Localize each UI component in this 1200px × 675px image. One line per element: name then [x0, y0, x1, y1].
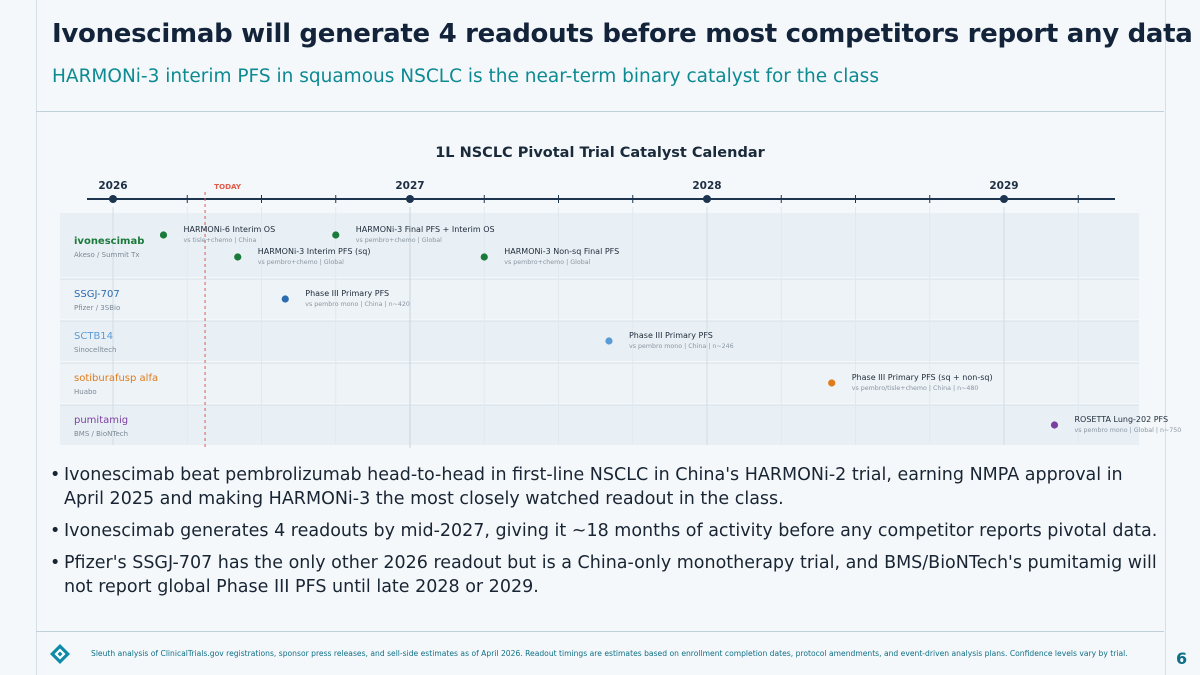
row-drug-label: SSGJ-707 — [74, 289, 120, 300]
year-marker — [1000, 195, 1008, 203]
event-marker — [605, 337, 613, 345]
bullet-item: • Ivonescimab generates 4 readouts by mi… — [50, 519, 1160, 543]
row-band — [60, 213, 1139, 277]
event-detail-label: vs pembro+chemo | Global — [258, 259, 344, 266]
event-marker — [159, 231, 168, 239]
event-detail-label: vs pembro mono | Global | n~750 — [1074, 427, 1181, 434]
bullet-text: Ivonescimab generates 4 readouts by mid-… — [64, 521, 1158, 541]
event-detail-label: vs pembro/tisle+chemo | China | n~480 — [852, 385, 979, 392]
event-title-label: Phase III Primary PFS — [305, 289, 389, 298]
year-tick-label: 2026 — [98, 180, 127, 192]
event-title-label: Phase III Primary PFS — [629, 331, 713, 340]
event-title-label: HARMONi-3 Final PFS + Interim OS — [356, 225, 495, 234]
event-title-label: HARMONi-3 Non-sq Final PFS — [504, 247, 619, 256]
row-band — [60, 405, 1139, 445]
event-marker — [281, 295, 289, 303]
event-marker — [480, 253, 488, 261]
row-band — [60, 321, 1139, 361]
row-band — [60, 363, 1139, 403]
event-marker — [828, 379, 836, 387]
event-marker — [234, 253, 242, 261]
year-tick-label: 2028 — [692, 180, 721, 192]
page-subtitle: HARMONi-3 interim PFS in squamous NSCLC … — [52, 66, 879, 87]
slide-frame — [36, 0, 1166, 675]
event-detail-label: vs pembro mono | China | n~246 — [629, 343, 734, 350]
bullet-list: • Ivonescimab beat pembrolizumab head-to… — [50, 463, 1160, 607]
footer-divider — [36, 631, 1164, 632]
bullet-item: • Ivonescimab beat pembrolizumab head-to… — [50, 463, 1160, 511]
row-drug-label: pumitamig — [74, 415, 128, 426]
event-title-label: Phase III Primary PFS (sq + non-sq) — [852, 373, 993, 382]
row-drug-label: sotiburafusp alfa — [74, 373, 158, 384]
bullet-glyph: • — [50, 553, 61, 573]
row-sponsor-label: Sinocelltech — [74, 346, 117, 354]
event-detail-label: vs pembro+chemo | Global — [356, 237, 442, 244]
footer-source-note: Sleuth analysis of ClinicalTrials.gov re… — [91, 649, 1128, 658]
event-title-label: HARMONi-6 Interim OS — [183, 225, 275, 234]
event-title-label: HARMONi-3 Interim PFS (sq) — [258, 247, 371, 256]
row-band — [60, 279, 1139, 319]
bullet-text: Ivonescimab beat pembrolizumab head-to-h… — [64, 465, 1123, 509]
today-label: TODAY — [214, 182, 242, 191]
year-marker — [406, 195, 414, 203]
event-detail-label: vs pembro mono | China | n~420 — [305, 301, 410, 308]
year-marker — [703, 195, 711, 203]
bullet-glyph: • — [50, 465, 61, 485]
row-drug-label: ivonescimab — [74, 236, 144, 247]
row-sponsor-label: Huabo — [74, 388, 97, 396]
row-sponsor-label: Akeso / Summit Tx — [74, 251, 140, 259]
catalyst-timeline-chart: 2026 2027 2028 2029 TODAY ivonescimab Akeso / … — [60, 180, 1181, 448]
sleuth-diamond-logo-icon — [50, 644, 70, 664]
year-tick-label: 2027 — [395, 180, 424, 192]
row-sponsor-label: BMS / BioNTech — [74, 430, 128, 438]
page-number: 6 — [1176, 649, 1188, 668]
row-sponsor-label: Pfizer / 3SBio — [74, 304, 120, 312]
chart-title: 1L NSCLC Pivotal Trial Catalyst Calendar — [435, 145, 765, 161]
header-divider — [36, 111, 1164, 112]
bullet-text: Pfizer's SSGJ-707 has the only other 202… — [64, 553, 1157, 597]
event-marker — [1050, 421, 1059, 429]
event-detail-label: vs pembro+chemo | Global — [504, 259, 590, 266]
bullet-glyph: • — [50, 521, 61, 541]
bullet-item: • Pfizer's SSGJ-707 has the only other 2… — [50, 551, 1160, 599]
page-title: Ivonescimab will generate 4 readouts bef… — [52, 19, 1193, 49]
event-title-label: ROSETTA Lung-202 PFS — [1074, 415, 1168, 424]
year-tick-label: 2029 — [989, 180, 1018, 192]
event-marker — [332, 231, 340, 239]
year-marker — [109, 195, 117, 203]
event-detail-label: vs tisle+chemo | China — [183, 237, 256, 244]
row-drug-label: SCTB14 — [74, 331, 113, 342]
